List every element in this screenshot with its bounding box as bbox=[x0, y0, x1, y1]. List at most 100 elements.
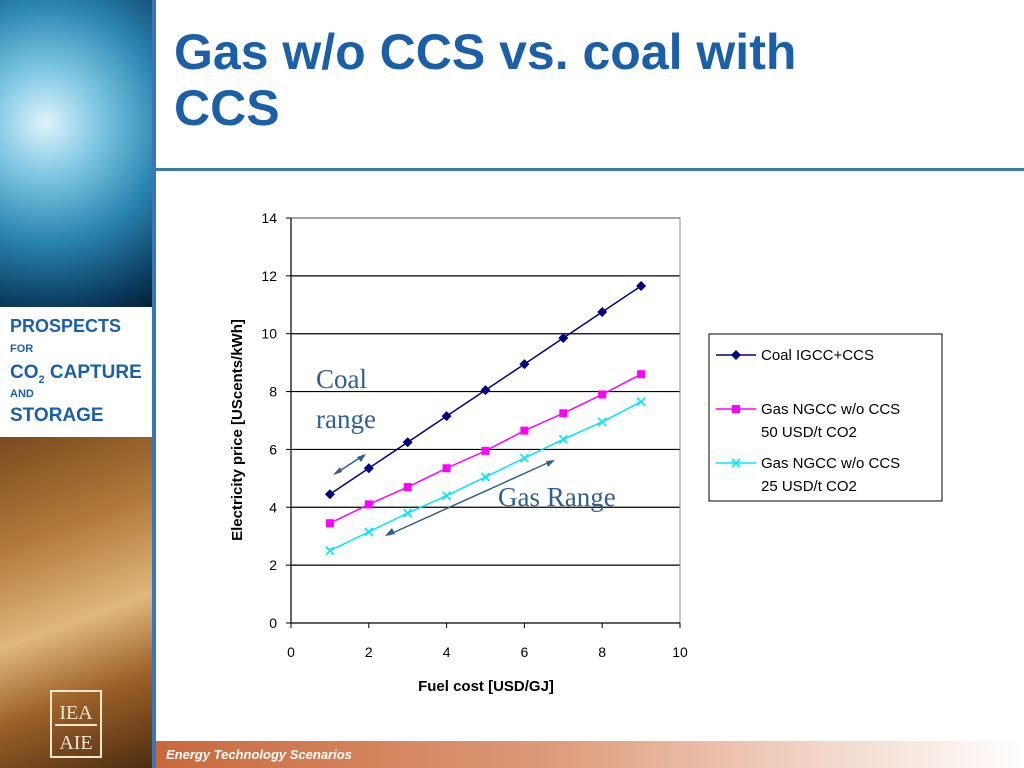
series-2-point-2 bbox=[403, 508, 413, 518]
y-tick-label-2: 4 bbox=[269, 499, 277, 515]
legend-swatch-marker-0 bbox=[731, 350, 741, 360]
sidebar: PROSPECTS FOR CO2 CAPTURE AND STORAGE IE… bbox=[0, 0, 152, 768]
series-2-point-6 bbox=[558, 434, 568, 444]
title-line-2: CCS bbox=[174, 80, 280, 136]
series-0-point-7 bbox=[597, 307, 608, 318]
coal-range-label-line1: Coal bbox=[316, 364, 367, 394]
y-tick-label-5: 10 bbox=[261, 326, 277, 342]
legend-swatch-marker-2-stroke-b bbox=[731, 458, 741, 468]
gas-arrow-head-end bbox=[546, 460, 555, 467]
logo-bottom-text: AIE bbox=[59, 732, 92, 754]
series-0 bbox=[324, 280, 647, 500]
series-1-point-6 bbox=[559, 409, 568, 418]
chart-series bbox=[324, 280, 647, 556]
co-text: CO bbox=[10, 362, 39, 383]
x-tick-label-0: 0 bbox=[287, 644, 295, 660]
gas-range-arrow bbox=[387, 460, 553, 536]
legend-label-2-1: 25 USD/t CO2 bbox=[761, 478, 857, 495]
legend-label-0-0: Coal IGCC+CCS bbox=[761, 347, 874, 364]
x-tick-label-4: 8 bbox=[598, 644, 606, 660]
chart-annotations: Coal range Gas Range bbox=[316, 364, 616, 536]
series-0-point-3 bbox=[441, 411, 452, 422]
coal-range-label-line2: range bbox=[316, 404, 376, 434]
series-2-point-1 bbox=[364, 527, 374, 537]
series-0-point-4 bbox=[480, 385, 491, 396]
series-2-point-0 bbox=[325, 546, 335, 556]
storage-text: STORAGE bbox=[10, 405, 104, 426]
coal-arrow-head-end bbox=[357, 454, 366, 462]
series-0-point-5 bbox=[519, 359, 530, 370]
series-2-point-8-stroke-b bbox=[636, 397, 646, 407]
series-2-point-5 bbox=[519, 453, 529, 463]
series-0-point-2 bbox=[402, 437, 413, 448]
series-0-point-0 bbox=[324, 489, 335, 500]
series-2-point-6-stroke-b bbox=[558, 434, 568, 444]
x-tick-label-1: 2 bbox=[365, 644, 373, 660]
legend-swatch-marker-1 bbox=[732, 405, 740, 413]
co2-subscript: 2 bbox=[38, 373, 45, 386]
series-1-point-4 bbox=[481, 446, 490, 455]
series-2-point-0-stroke-b bbox=[325, 546, 335, 556]
series-0-point-6 bbox=[558, 333, 569, 344]
series-2 bbox=[325, 397, 646, 556]
slide-title: Gas w/o CCS vs. coal with CCS bbox=[174, 24, 994, 136]
coal-arrow-head-start bbox=[333, 467, 342, 475]
series-2-point-5-stroke-b bbox=[519, 453, 529, 463]
y-tick-label-1: 2 bbox=[269, 557, 277, 573]
y-tick-label-7: 14 bbox=[261, 210, 277, 226]
footer-bar: Energy Technology Scenarios bbox=[156, 741, 1024, 768]
gas-arrow-head-start bbox=[385, 528, 395, 536]
series-1 bbox=[325, 370, 646, 528]
x-axis-label: Fuel cost [USD/GJ] bbox=[418, 678, 554, 695]
series-1-point-2 bbox=[403, 483, 412, 492]
logo-top-text: IEA bbox=[59, 702, 93, 724]
legend-box bbox=[708, 333, 943, 502]
rock-image bbox=[0, 437, 152, 768]
chart-legend: Coal IGCC+CCS Gas NGCC w/o CCS 50 USD/t CO… bbox=[708, 333, 943, 502]
x-tick-label-5: 10 bbox=[672, 644, 688, 660]
series-1-point-5 bbox=[520, 426, 529, 435]
series-2-point-2-stroke-b bbox=[403, 508, 413, 518]
series-0-point-1 bbox=[363, 463, 374, 474]
series-1-point-1 bbox=[364, 500, 373, 509]
x-tick-label-2: 4 bbox=[443, 644, 451, 660]
series-1-point-3 bbox=[442, 464, 451, 473]
series-2-point-4-stroke-b bbox=[480, 472, 491, 482]
legend-label-1-1: 50 USD/t CO2 bbox=[761, 424, 857, 441]
title-line-1: Gas w/o CCS vs. coal with bbox=[174, 24, 797, 80]
y-tick-label-3: 6 bbox=[269, 441, 277, 457]
chart-axes: 0 2 4 6 8 10 12 14 0 2 4 6 8 10 bbox=[261, 210, 688, 660]
chart: 0 2 4 6 8 10 12 14 0 2 4 6 8 10 Fuel cost [USD/GJ] El… bbox=[229, 210, 943, 695]
legend-label-2-0: Gas NGCC w/o CCS bbox=[761, 455, 900, 472]
series-1-point-8 bbox=[637, 370, 646, 379]
x-tick-label-3: 6 bbox=[521, 644, 529, 660]
iea-logo-mark: IEA AIE bbox=[55, 702, 97, 754]
series-2-point-3 bbox=[442, 491, 452, 501]
series-2-point-7-stroke-b bbox=[597, 417, 607, 427]
y-tick-label-0: 0 bbox=[269, 615, 277, 631]
for-text: FOR bbox=[10, 343, 34, 355]
series-2-point-1-stroke-b bbox=[364, 527, 374, 537]
y-tick-label-4: 8 bbox=[269, 384, 277, 400]
capture-text: CAPTURE bbox=[44, 362, 142, 383]
co2-capture-text: CO2 CAPTURE bbox=[10, 362, 142, 386]
series-2-point-8 bbox=[636, 397, 646, 407]
gas-range-label: Gas Range bbox=[498, 482, 616, 512]
series-2-point-4 bbox=[480, 472, 491, 482]
legend-swatch-marker-2 bbox=[731, 458, 741, 468]
y-axis-label: Electricity price [UScents/kWh] bbox=[229, 319, 246, 541]
legend-label-1-0: Gas NGCC w/o CCS bbox=[761, 401, 900, 418]
prospects-logo-panel: PROSPECTS FOR CO2 CAPTURE AND STORAGE bbox=[0, 307, 152, 437]
series-0-point-8 bbox=[636, 280, 647, 291]
bubbles-image bbox=[0, 0, 152, 307]
series-2-point-3-stroke-b bbox=[442, 491, 452, 501]
and-text: AND bbox=[10, 388, 34, 400]
title-underline bbox=[156, 168, 1024, 171]
series-1-point-7 bbox=[598, 390, 607, 399]
iea-logo: IEA AIE bbox=[50, 690, 102, 758]
series-2-point-7 bbox=[597, 417, 607, 427]
y-tick-label-6: 12 bbox=[261, 268, 277, 284]
prospects-text: PROSPECTS bbox=[10, 316, 122, 336]
footer-text: Energy Technology Scenarios bbox=[166, 747, 352, 762]
vertical-rule bbox=[152, 0, 156, 768]
